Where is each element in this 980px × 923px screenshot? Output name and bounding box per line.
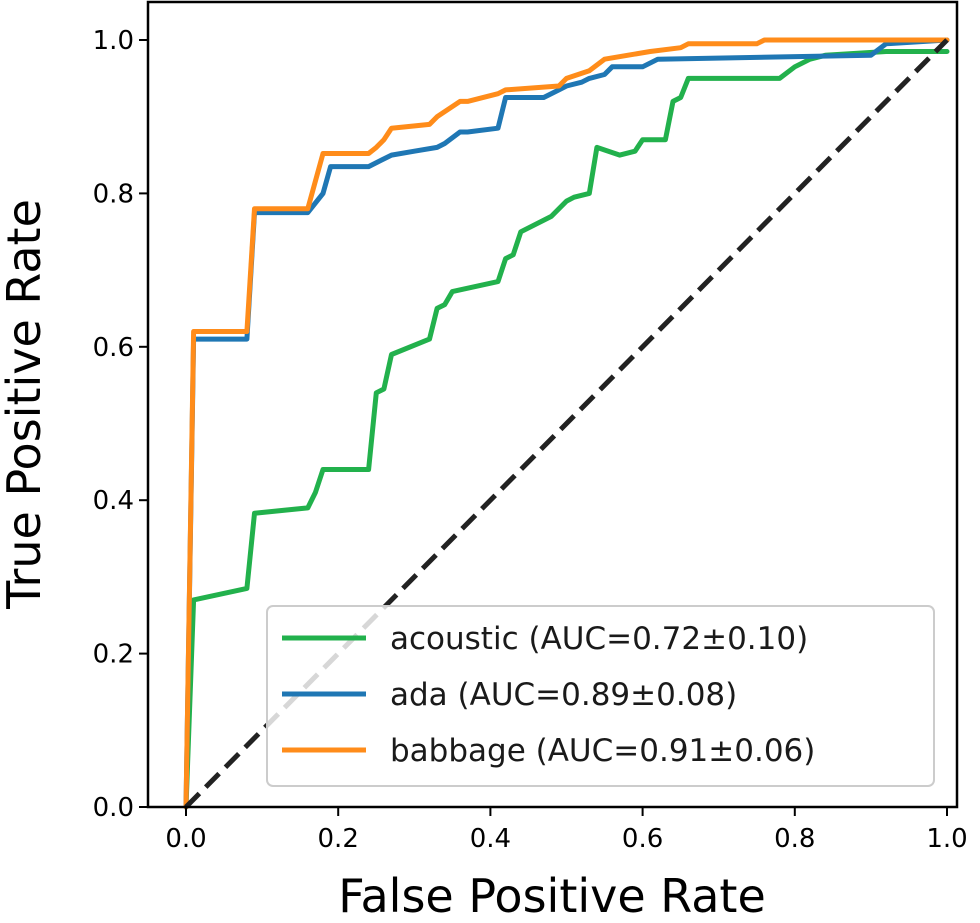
y-tick-label: 0.0 bbox=[93, 793, 134, 823]
x-tick-label: 0.4 bbox=[470, 824, 511, 854]
series-line-2 bbox=[183, 37, 950, 810]
series-line-1 bbox=[183, 37, 950, 810]
legend-label-0: acoustic (AUC=0.72±0.10) bbox=[390, 621, 808, 657]
x-tick-label: 0.0 bbox=[165, 824, 206, 854]
x-tick-label: 1.0 bbox=[926, 824, 967, 854]
plot-frame bbox=[146, 0, 959, 809]
y-tick-label: 0.4 bbox=[93, 486, 134, 516]
y-tick-label: 0.6 bbox=[93, 333, 134, 363]
series-line-0 bbox=[183, 49, 950, 810]
y-tick-label: 0.8 bbox=[93, 179, 134, 209]
legend-label-1: ada (AUC=0.89±0.08) bbox=[390, 677, 737, 713]
y-tick-label: 1.0 bbox=[93, 26, 134, 56]
y-axis-title: True Positive Rate bbox=[0, 199, 51, 610]
ticks-layer: 0.0 0.2 0.4 0.6 0.8 1.0 0.0 0.2 0.4 0.6 0.8 1.0 bbox=[93, 26, 968, 854]
x-tick-label: 0.2 bbox=[318, 824, 359, 854]
legend-box bbox=[266, 605, 935, 787]
x-axis-title: False Positive Rate bbox=[338, 869, 766, 923]
x-tick-label: 0.8 bbox=[774, 824, 815, 854]
legend-label-2: babbage (AUC=0.91±0.06) bbox=[390, 733, 815, 769]
y-tick-label: 0.2 bbox=[93, 640, 134, 670]
x-tick-label: 0.6 bbox=[622, 824, 663, 854]
legend: acoustic (AUC=0.72±0.10) ada (AUC=0.89±0.… bbox=[266, 605, 935, 787]
